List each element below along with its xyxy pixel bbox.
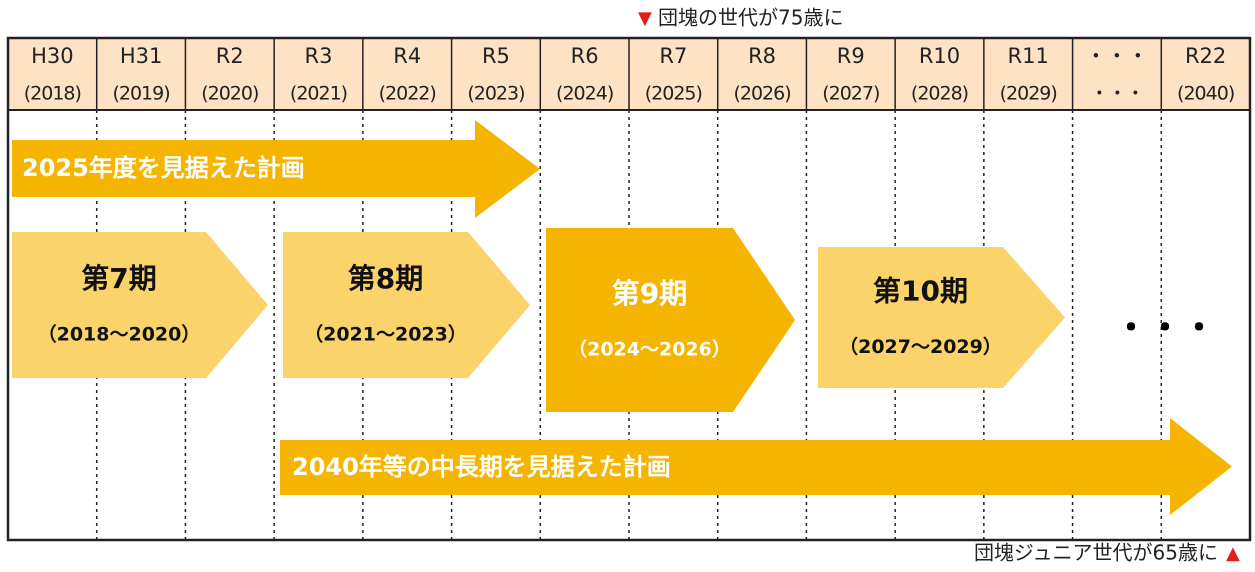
phase-years: （2027～2029） <box>839 335 1002 358</box>
marker: ▼ <box>638 8 652 29</box>
era-label: R5 <box>482 44 510 68</box>
year-label: (2020) <box>201 83 258 105</box>
year-label: (2019) <box>112 83 169 105</box>
year-label: ・・・ <box>1090 83 1144 105</box>
year-label: (2027) <box>822 83 879 105</box>
bottom-note: 団塊ジュニア世代が65歳に <box>974 541 1218 565</box>
year-label: (2028) <box>911 83 968 105</box>
era-label: ・・・ <box>1085 44 1148 68</box>
plan-arrow <box>12 120 540 218</box>
plan-arrow <box>280 418 1232 515</box>
year-label: (2029) <box>1000 83 1057 105</box>
phase-shape <box>12 232 268 378</box>
year-label: (2024) <box>556 83 613 105</box>
marker: ▲ <box>1226 543 1240 564</box>
era-label: H30 <box>31 44 74 68</box>
top-note: 団塊の世代が75歳に <box>658 6 843 30</box>
year-label: (2026) <box>733 83 790 105</box>
plan-label: 2040年等の中長期を見据えた計画 <box>292 453 671 481</box>
era-label: R3 <box>305 44 333 68</box>
era-label: R10 <box>919 44 960 68</box>
continuation: ・・・ <box>1114 309 1216 349</box>
era-label: R9 <box>837 44 865 68</box>
phase-shape <box>546 228 795 412</box>
year-label: (2018) <box>24 83 81 105</box>
phase-title: 第8期 <box>348 262 423 295</box>
era-label: R4 <box>393 44 421 68</box>
year-label: (2021) <box>290 83 347 105</box>
phase-title: 第9期 <box>612 277 687 310</box>
phase-shape <box>818 247 1065 388</box>
year-label: (2022) <box>379 83 436 105</box>
plan-label: 2025年度を見据えた計画 <box>22 154 305 182</box>
year-label: (2023) <box>467 83 524 105</box>
year-label: (2040) <box>1177 83 1234 105</box>
era-label: R6 <box>571 44 599 68</box>
era-label: R8 <box>748 44 776 68</box>
era-label: R7 <box>659 44 687 68</box>
phase-years: （2018～2020） <box>38 323 201 346</box>
era-label: H31 <box>120 44 163 68</box>
era-label: R22 <box>1185 44 1226 68</box>
phase-years: （2021～2023） <box>304 323 467 346</box>
frame <box>6 36 1252 542</box>
era-label: R11 <box>1008 44 1049 68</box>
phase-shape <box>283 232 530 378</box>
phase-years: （2024～2026） <box>568 338 731 361</box>
phase-title: 第7期 <box>81 262 156 295</box>
year-label: (2025) <box>645 83 702 105</box>
phase-title: 第10期 <box>873 275 968 308</box>
era-label: R2 <box>216 44 244 68</box>
